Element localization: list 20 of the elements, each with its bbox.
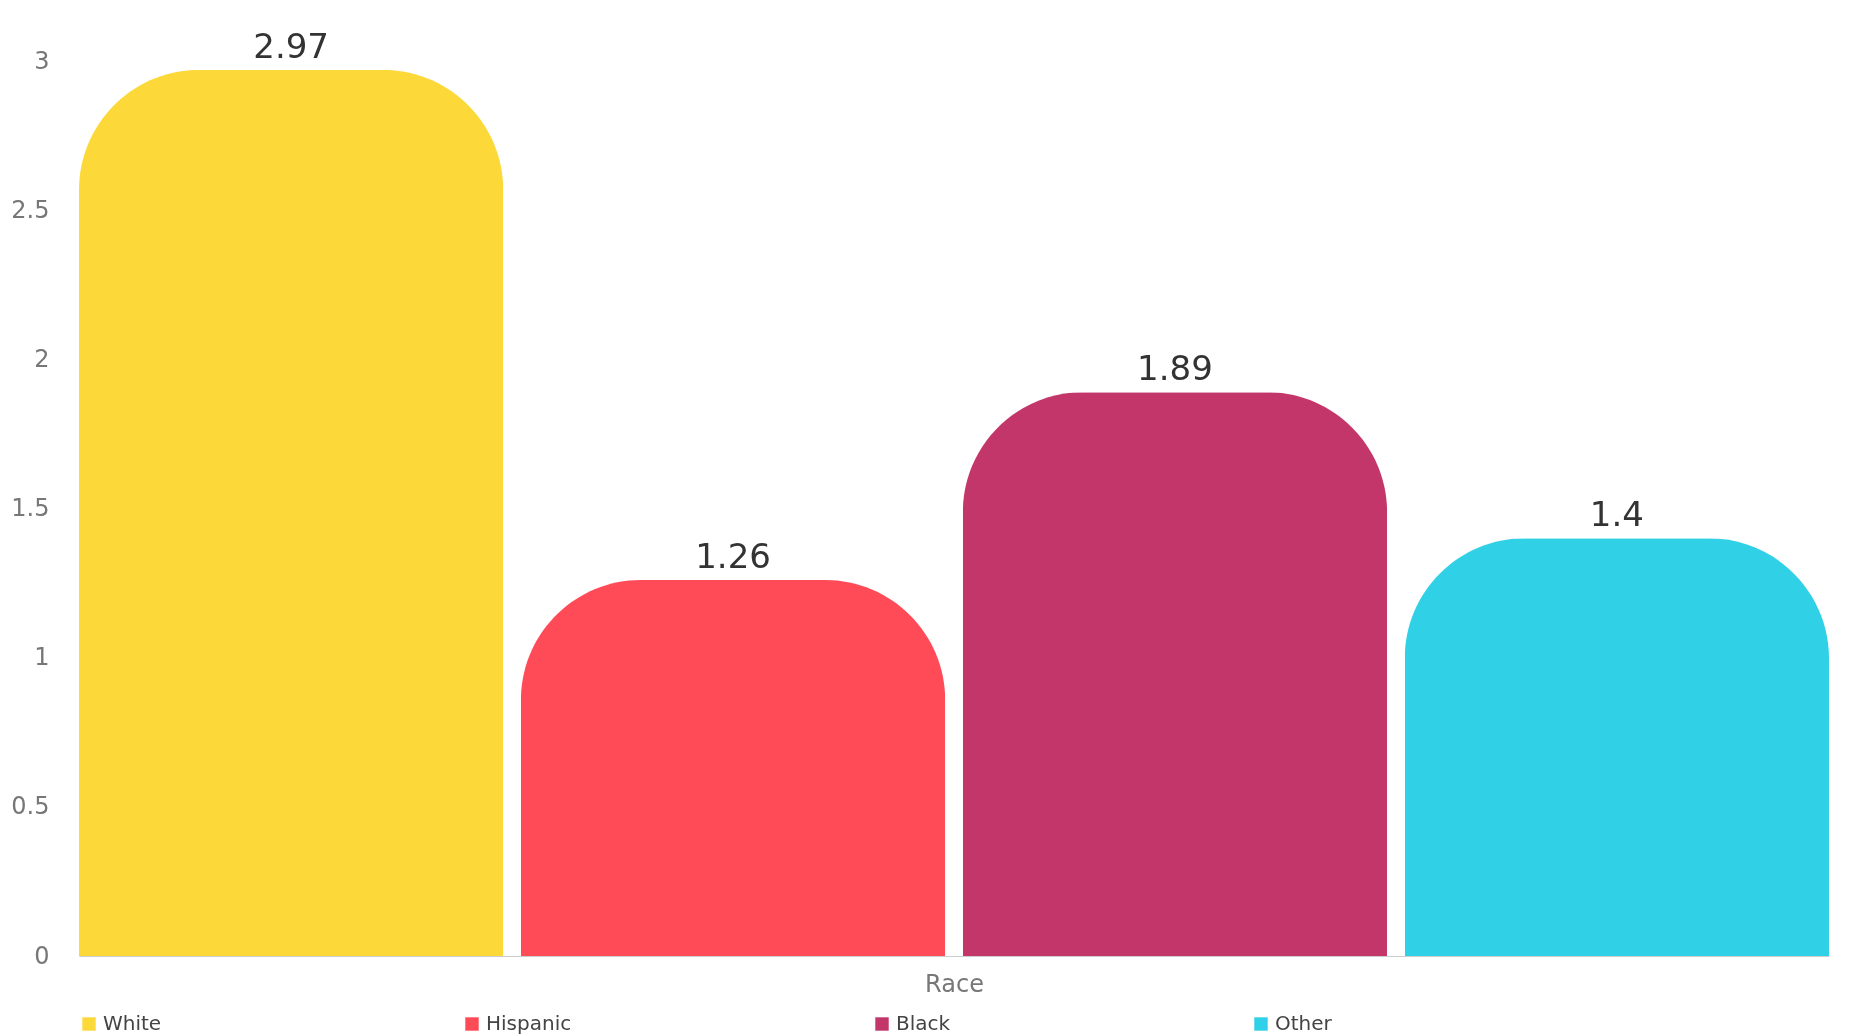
bar: [520, 580, 946, 956]
data-label: 1.26: [695, 536, 771, 577]
legend-label: White: [103, 1011, 162, 1034]
bar: [79, 69, 504, 956]
bar: [1404, 538, 1829, 956]
y-tick-label: 3: [34, 46, 50, 75]
y-tick-label: 2: [34, 344, 50, 373]
y-tick-label: 1.5: [11, 494, 50, 522]
data-label: 2.97: [253, 25, 329, 66]
x-axis-title: Race: [925, 969, 984, 998]
y-tick-label: 0: [34, 941, 50, 970]
bar: [962, 392, 1388, 956]
y-tick-label: 0.5: [11, 792, 50, 821]
data-label: 1.4: [1589, 494, 1644, 535]
legend-label: Hispanic: [486, 1011, 572, 1034]
data-label: 1.89: [1137, 348, 1213, 389]
legend-label: Other: [1275, 1011, 1333, 1034]
y-tick-label: 1: [34, 643, 50, 672]
legend-label: Black: [896, 1011, 951, 1034]
y-tick-label: 2.5: [11, 195, 50, 224]
